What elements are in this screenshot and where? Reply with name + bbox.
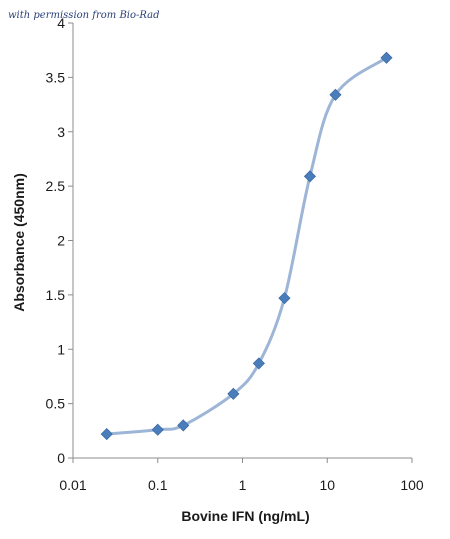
x-tick-label: 0.1 — [148, 477, 168, 493]
x-tick-label: 10 — [319, 477, 335, 493]
data-point — [227, 387, 240, 400]
series-markers — [100, 51, 393, 441]
x-tick-label: 100 — [400, 477, 424, 493]
x-tick-label: 1 — [239, 477, 247, 493]
y-tick-label: 0 — [57, 450, 65, 466]
y-tick-label: 1.5 — [46, 287, 66, 303]
y-tick-label: 2.5 — [46, 178, 66, 194]
watermark: with permission from Bio-Rad — [8, 10, 160, 21]
data-point — [329, 88, 342, 101]
y-tick-label: 3 — [57, 124, 65, 140]
data-point — [380, 51, 393, 64]
x-axis-title: Bovine IFN (ng/mL) — [181, 508, 309, 524]
y-axis-title: Absorbance (450nm) — [11, 173, 27, 311]
y-tick-label: 1 — [57, 341, 65, 357]
data-point — [151, 423, 164, 436]
data-point — [100, 428, 113, 441]
x-tick-label: 0.01 — [59, 477, 86, 493]
data-point — [303, 170, 317, 183]
tick-labels: 0 0.5 1 1.5 2 2.5 3 3.5 4 0.01 0.1 1 10 100 — [46, 15, 424, 493]
data-point — [252, 357, 265, 370]
data-point — [177, 419, 190, 432]
data-point — [278, 292, 291, 305]
y-tick-label: 2 — [57, 233, 65, 249]
y-tick-label: 3.5 — [46, 69, 66, 85]
axes — [68, 22, 413, 463]
y-tick-label: 0.5 — [46, 396, 66, 412]
series-curve — [105, 56, 388, 436]
y-tick-label: 4 — [57, 15, 65, 31]
